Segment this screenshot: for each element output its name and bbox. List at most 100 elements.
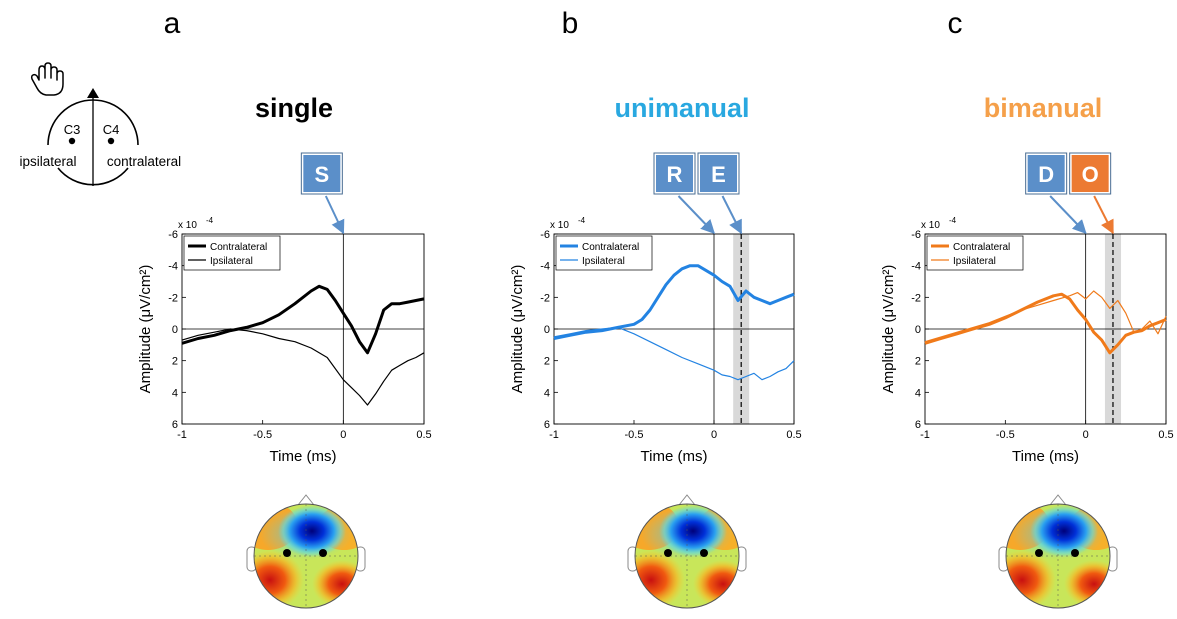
y-tick-label: -2 [168, 292, 178, 304]
electrode-c3-dot [68, 137, 76, 145]
marker-box-s: S [300, 152, 345, 235]
series-line-ipsilateral [181, 328, 425, 406]
y-tick-label: 4 [915, 387, 921, 399]
marker-box-r: R [653, 152, 715, 235]
x-tick-label: 0.5 [1158, 429, 1173, 441]
x-tick-label: -1 [177, 429, 187, 441]
panel-unimanual: unimanual -1 -0.5 0 0.5 -6 -4 -2 0 2 4 6 x 10 -4 Time … [509, 93, 802, 609]
series-line-ipsilateral [924, 290, 1167, 343]
electrode-c3-label: C3 [64, 122, 81, 137]
topo-electrode-c3 [1035, 549, 1043, 557]
y-tick-label: -4 [540, 261, 550, 273]
y-tick-label: 0 [544, 324, 550, 336]
electrode-c4-dot [107, 137, 115, 145]
y-tick-label: -6 [168, 229, 178, 241]
marker-letter: D [1038, 162, 1054, 187]
topo-nose [678, 494, 696, 506]
scalp-topography-map [246, 494, 366, 609]
topo-nose [297, 494, 315, 506]
contralateral-label: contralateral [107, 154, 181, 169]
y-tick-label: 6 [915, 419, 921, 431]
exponent-label: x 10 [550, 220, 569, 231]
exponent-power: -4 [578, 216, 586, 225]
marker-box-o: O [1069, 152, 1114, 235]
scalp-topography-map [627, 494, 747, 609]
y-tick-label: 2 [172, 356, 178, 368]
y-tick-label: -2 [540, 292, 550, 304]
marker-arrow [1093, 195, 1114, 235]
marker-box-fill [1027, 155, 1065, 192]
y-axis-label: Amplitude (μV/cm²) [137, 265, 154, 394]
exponent-label: x 10 [921, 220, 940, 231]
legend: Contralateral Ipsilateral [183, 235, 281, 271]
y-tick-label: 0 [915, 324, 921, 336]
marker-box-fill [656, 155, 693, 192]
x-tick-label: -1 [549, 429, 559, 441]
x-tick-label: -1 [920, 429, 930, 441]
legend: Contralateral Ipsilateral [555, 235, 653, 271]
panel-title: single [255, 93, 333, 123]
marker-box-fill [1071, 155, 1109, 192]
y-tick-label: 6 [544, 419, 550, 431]
x-tick-label: -0.5 [253, 429, 272, 441]
ipsilateral-label: ipsilateral [19, 154, 76, 169]
topo-electrode-c4 [1071, 549, 1079, 557]
y-axis-label: Amplitude (μV/cm²) [509, 265, 526, 394]
x-axis-label: Time (ms) [641, 448, 708, 465]
topo-electrode-c3 [664, 549, 672, 557]
y-tick-label: -4 [168, 261, 178, 273]
marker-box-d: D [1025, 152, 1087, 235]
topo-positive-left [635, 550, 685, 608]
scalp-topography-map [998, 494, 1118, 609]
y-tick-label: 4 [544, 387, 550, 399]
marker-arrow [1049, 195, 1087, 235]
x-tick-label: -0.5 [625, 429, 644, 441]
marker-box-fill [700, 155, 737, 192]
marker-letter: S [314, 162, 329, 187]
topo-negative-peak [659, 505, 727, 557]
legend-entry-ipsilateral: Ipsilateral [582, 256, 625, 267]
marker-letter: O [1082, 162, 1099, 187]
marker-box-e: E [697, 152, 743, 235]
x-tick-label: 0.5 [786, 429, 801, 441]
legend-box [183, 235, 281, 271]
legend-box [555, 235, 653, 271]
exponent-power: -4 [206, 216, 214, 225]
marker-letter: E [711, 162, 726, 187]
legend-entry-ipsilateral: Ipsilateral [953, 256, 996, 267]
y-tick-label: -4 [911, 261, 921, 273]
x-tick-label: 0 [711, 429, 717, 441]
legend-box [926, 235, 1024, 271]
panel-letter-c: c [948, 7, 963, 40]
legend-entry-contralateral: Contralateral [953, 242, 1010, 253]
topo-positive-left [1006, 550, 1056, 608]
topo-electrode-c4 [700, 549, 708, 557]
topo-electrode-c3 [283, 549, 291, 557]
topo-electrode-c4 [319, 549, 327, 557]
marker-box-fill [303, 155, 341, 192]
topo-negative-peak [1030, 505, 1098, 557]
x-tick-label: 0 [340, 429, 346, 441]
panel-letter-b: b [562, 7, 579, 40]
hand-icon [30, 62, 64, 96]
y-tick-label: -6 [540, 229, 550, 241]
electrode-c4-label: C4 [103, 122, 120, 137]
y-tick-label: 6 [172, 419, 178, 431]
legend-entry-contralateral: Contralateral [210, 242, 267, 253]
exponent-label: x 10 [178, 220, 197, 231]
marker-arrow [677, 195, 715, 235]
legend: Contralateral Ipsilateral [926, 235, 1024, 271]
panel-single: single -1 -0.5 0 0.5 -6 -4 -2 0 2 4 6 x 10 -4 Time (ms… [137, 93, 432, 609]
x-tick-label: -0.5 [996, 429, 1015, 441]
legend-entry-ipsilateral: Ipsilateral [210, 256, 253, 267]
series-line-contralateral [181, 284, 425, 355]
x-axis-label: Time (ms) [1012, 448, 1079, 465]
panel-letter-a: a [164, 7, 181, 40]
y-tick-label: 2 [544, 356, 550, 368]
x-tick-label: 0.5 [416, 429, 431, 441]
electrode-head-diagram: C3 C4 ipsilateral contralateral [19, 62, 181, 186]
y-axis-label: Amplitude (μV/cm²) [880, 265, 897, 394]
topo-negative-peak [278, 505, 346, 557]
